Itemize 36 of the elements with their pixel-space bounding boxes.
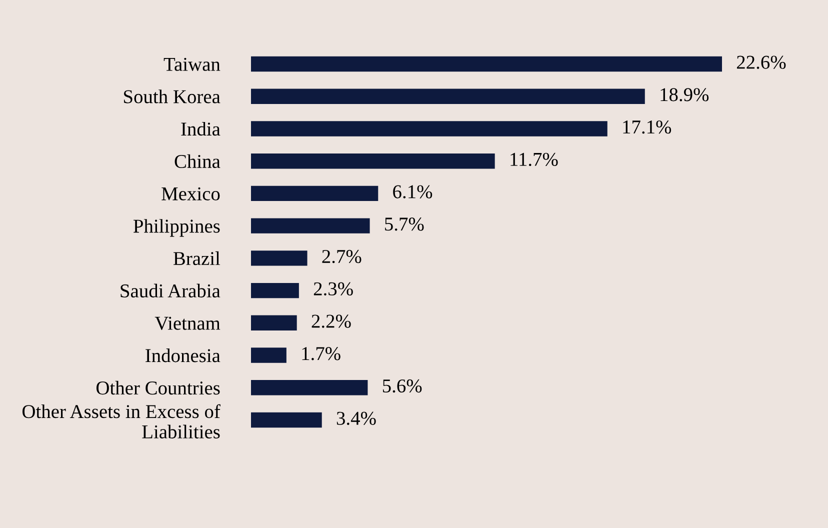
bar bbox=[251, 186, 378, 202]
y-tick-label: Other Countries bbox=[96, 380, 220, 395]
bar bbox=[251, 282, 299, 298]
bar bbox=[251, 348, 286, 363]
y-tick-label: Mexico bbox=[162, 187, 220, 200]
data-label: 11.7% bbox=[510, 152, 558, 166]
y-tick-label: Philippines bbox=[133, 219, 220, 237]
data-label: 3.4% bbox=[336, 412, 376, 425]
bar bbox=[251, 88, 645, 104]
data-label: 2.7% bbox=[322, 250, 362, 264]
data-label: 2.2% bbox=[312, 314, 351, 328]
data-label: 2.3% bbox=[314, 282, 353, 296]
y-tick-label: China bbox=[174, 154, 220, 168]
bar bbox=[251, 412, 322, 428]
y-tick-label: Taiwan bbox=[164, 58, 220, 71]
bar bbox=[251, 250, 308, 266]
y-tick-label: Indonesia bbox=[146, 348, 220, 362]
data-label: 5.7% bbox=[385, 218, 424, 231]
bar bbox=[251, 380, 368, 396]
bar bbox=[251, 218, 370, 234]
data-label: 22.6% bbox=[736, 56, 786, 69]
data-label: 6.1% bbox=[393, 185, 432, 198]
bar bbox=[251, 56, 722, 72]
bar bbox=[251, 121, 608, 136]
y-tick-label: South Korea bbox=[124, 90, 220, 104]
bar bbox=[251, 153, 495, 169]
data-label: 18.9% bbox=[660, 88, 709, 102]
y-tick-label: Vietnam bbox=[154, 316, 220, 330]
bar bbox=[251, 315, 297, 331]
y-tick-label: India bbox=[181, 122, 220, 136]
data-label: 1.7% bbox=[302, 347, 340, 360]
y-tick-label: Brazil bbox=[173, 251, 220, 266]
data-label: 5.6% bbox=[382, 379, 422, 393]
data-label: 17.1% bbox=[623, 120, 672, 134]
y-tick-label: Other Assets in Excess of Liabilities bbox=[22, 404, 220, 438]
y-tick-label: Saudi Arabia bbox=[120, 284, 220, 298]
